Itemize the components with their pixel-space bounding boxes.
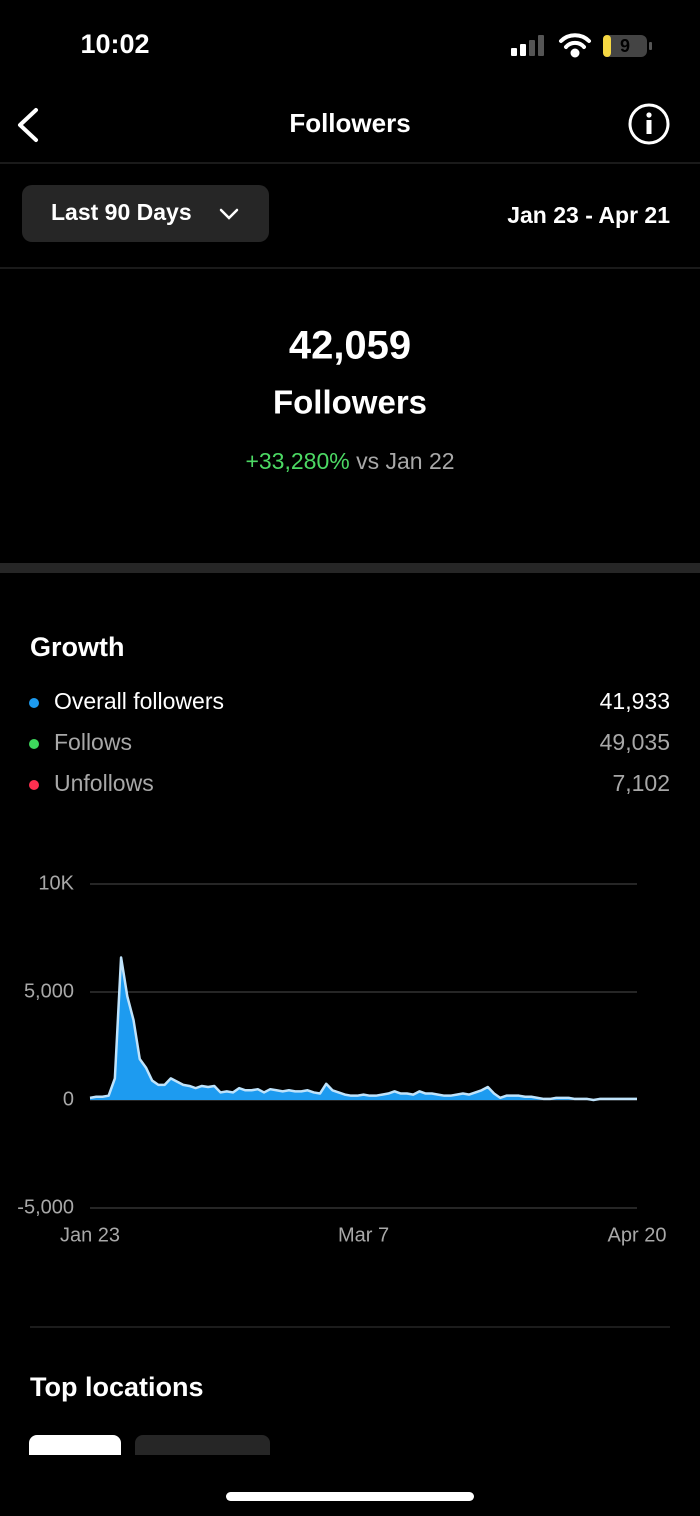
date-range: Jan 23 - Apr 21 (507, 202, 670, 228)
location-tabs (0, 1435, 700, 1516)
growth-title: Growth (30, 632, 125, 662)
legend-value: 41,933 (600, 688, 670, 714)
legend-name: Follows (54, 729, 132, 755)
x-tick-label: Apr 20 (608, 1224, 667, 1246)
compare-label: vs Jan 22 (356, 448, 454, 474)
change-percent: +33,280% (245, 448, 349, 474)
follower-label: Followers (273, 384, 427, 421)
range-dropdown[interactable]: Last 90 Days (22, 185, 269, 242)
follower-count: 42,059 (289, 324, 411, 368)
legend-name: Overall followers (54, 688, 224, 714)
legend-dot (29, 739, 39, 749)
signal-icon (511, 35, 544, 56)
battery-level: 9 (620, 36, 630, 56)
change-line: +33,280% vs Jan 22 (245, 448, 454, 474)
top-locations-title: Top locations (30, 1372, 204, 1402)
legend: Overall followers 41,933 Follows 49,035 Unfo… (29, 688, 670, 796)
battery-icon: 9 (603, 35, 652, 57)
section-separator (0, 563, 700, 573)
range-label: Last 90 Days (51, 199, 192, 225)
legend-value: 7,102 (612, 770, 670, 796)
y-tick-label: 5,000 (24, 980, 74, 1002)
y-tick-label: 10K (38, 872, 74, 894)
chart: 10K 5,000 0 -5,000 Jan 23 Mar 7 Apr 20 (17, 872, 666, 1246)
status-time: 10:02 (80, 29, 149, 59)
header-title: Followers (289, 108, 410, 138)
x-tick-label: Mar 7 (338, 1224, 389, 1246)
info-button[interactable] (628, 103, 670, 145)
legend-value: 49,035 (600, 729, 670, 755)
legend-dot (29, 698, 39, 708)
wifi-icon (559, 33, 591, 58)
legend-dot (29, 780, 39, 790)
home-indicator (226, 1492, 474, 1501)
y-tick-label: 0 (63, 1088, 74, 1110)
line (89, 956, 637, 1102)
back-button[interactable] (18, 108, 38, 142)
area (90, 957, 637, 1100)
y-tick-label: -5,000 (17, 1196, 74, 1218)
x-tick-label: Jan 23 (60, 1224, 120, 1246)
legend-name: Unfollows (54, 770, 154, 796)
